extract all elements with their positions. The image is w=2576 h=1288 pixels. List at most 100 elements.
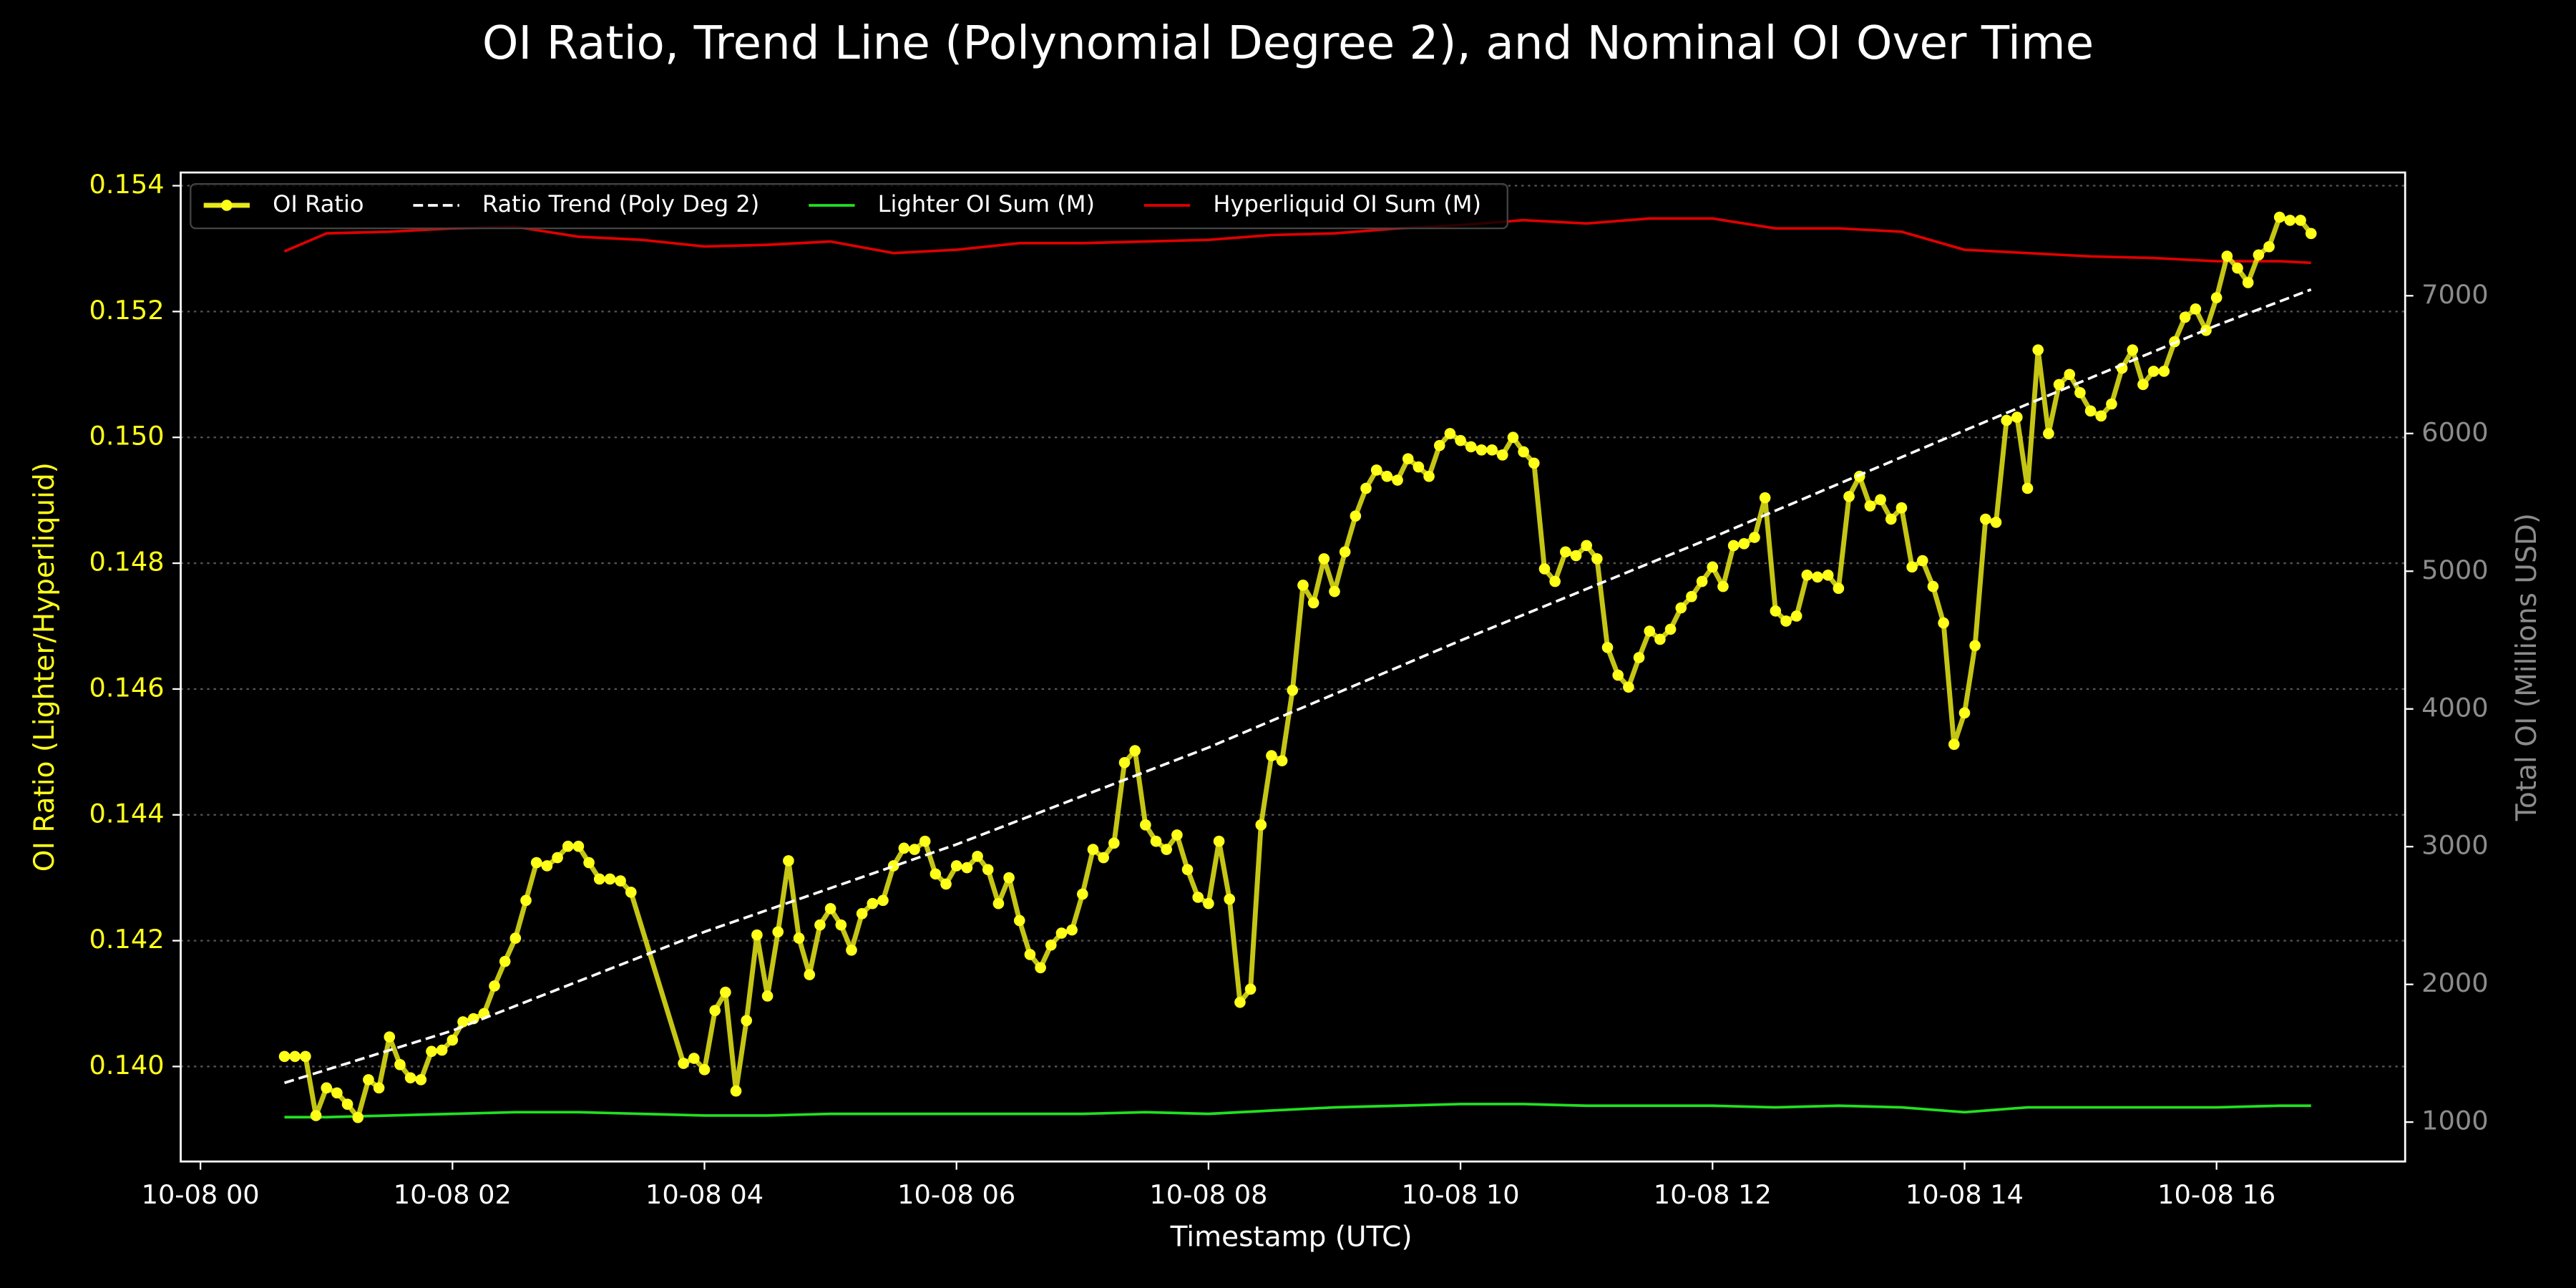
data-point xyxy=(772,926,784,938)
data-point xyxy=(447,1034,459,1046)
data-point xyxy=(426,1045,437,1058)
data-point xyxy=(867,897,879,909)
data-point xyxy=(1203,897,1214,909)
data-point xyxy=(940,878,952,890)
x-tick-label: 10-08 00 xyxy=(142,1179,260,1210)
data-point xyxy=(2106,398,2117,410)
data-point xyxy=(730,1085,742,1097)
data-point xyxy=(1507,431,1519,444)
data-point xyxy=(1413,461,1425,473)
data-point xyxy=(698,1064,711,1075)
data-point xyxy=(1969,640,1981,652)
data-point xyxy=(583,857,595,869)
data-point xyxy=(709,1005,721,1017)
data-point xyxy=(1066,924,1078,936)
x-tick-label: 10-08 02 xyxy=(394,1179,512,1210)
y2-tick-label: 3000 xyxy=(2421,830,2488,861)
data-point xyxy=(2221,250,2233,262)
data-point xyxy=(1612,669,1624,681)
data-point xyxy=(1013,914,1025,927)
data-point xyxy=(520,894,532,907)
data-point xyxy=(1350,510,1362,522)
data-point xyxy=(2074,386,2086,399)
x-tick-label: 10-08 12 xyxy=(1654,1179,1772,1210)
data-point xyxy=(415,1074,427,1085)
data-point xyxy=(961,862,973,874)
y2-tick-label: 4000 xyxy=(2421,692,2488,723)
data-point xyxy=(1822,569,1834,581)
y-tick-label: 0.140 xyxy=(89,1050,164,1080)
y-tick-label: 0.150 xyxy=(89,421,164,452)
data-point xyxy=(1098,852,1109,864)
data-point xyxy=(1423,470,1435,482)
y-axis-label: OI Ratio (Lighter/Hyperliquid) xyxy=(29,462,61,872)
data-point xyxy=(1255,819,1267,831)
data-point xyxy=(1108,837,1120,849)
data-point xyxy=(1896,502,1908,514)
y-tick-label: 0.144 xyxy=(89,798,164,829)
data-point xyxy=(1318,553,1330,565)
data-point xyxy=(1990,517,2002,528)
data-point xyxy=(1927,580,1939,592)
data-point xyxy=(1906,561,1918,573)
data-point xyxy=(1958,707,1971,719)
data-point xyxy=(1140,819,1151,831)
legend-marker xyxy=(221,200,233,211)
data-point xyxy=(1696,575,1708,587)
data-point xyxy=(1055,927,1068,939)
data-point xyxy=(1213,835,1225,847)
y2-tick-label: 2000 xyxy=(2421,967,2488,998)
y-tick-label: 0.142 xyxy=(89,924,164,955)
y-tick-label: 0.152 xyxy=(89,295,164,326)
data-point xyxy=(1475,444,1488,456)
data-point xyxy=(1392,474,1403,486)
data-point xyxy=(1192,892,1204,903)
data-point xyxy=(2158,366,2170,377)
data-point xyxy=(1433,439,1445,452)
data-point xyxy=(352,1111,364,1123)
data-point xyxy=(1686,590,1697,602)
data-point xyxy=(1455,434,1466,447)
data-point xyxy=(846,944,857,956)
data-point xyxy=(2210,292,2223,303)
data-point xyxy=(877,894,889,907)
data-point xyxy=(2284,215,2296,226)
data-point xyxy=(572,840,585,852)
data-point xyxy=(1727,540,1740,552)
data-point xyxy=(2190,303,2202,315)
data-point xyxy=(2273,211,2285,223)
data-point xyxy=(1486,444,1498,456)
x-tick-label: 10-08 06 xyxy=(897,1179,1015,1210)
data-point xyxy=(1833,582,1845,595)
y2-tick-label: 7000 xyxy=(2421,279,2488,310)
data-point xyxy=(720,986,731,998)
data-point xyxy=(1717,580,1729,592)
data-point xyxy=(2095,410,2107,422)
data-point xyxy=(2043,428,2054,439)
data-point xyxy=(1790,610,1802,622)
data-point xyxy=(341,1098,353,1111)
data-point xyxy=(2147,366,2160,377)
data-point xyxy=(1150,835,1162,847)
data-point xyxy=(909,844,920,855)
data-point xyxy=(310,1110,322,1121)
data-point xyxy=(289,1050,301,1063)
data-point xyxy=(1329,585,1340,597)
data-point xyxy=(552,852,563,864)
data-point xyxy=(751,929,763,941)
legend: OI Ratio Ratio Trend (Poly Deg 2) Lighter … xyxy=(190,182,1508,230)
data-point xyxy=(1560,546,1571,558)
data-point xyxy=(1370,464,1382,476)
data-point xyxy=(1161,844,1173,855)
data-point xyxy=(1224,893,1236,905)
data-point xyxy=(1266,750,1277,761)
data-point xyxy=(1843,491,1855,502)
data-point xyxy=(1496,449,1508,461)
data-point xyxy=(1644,625,1656,637)
data-point xyxy=(950,860,962,872)
data-point xyxy=(1675,602,1687,614)
y2-tick-label: 6000 xyxy=(2421,416,2488,447)
data-point xyxy=(2295,215,2306,226)
data-point xyxy=(1549,575,1561,587)
